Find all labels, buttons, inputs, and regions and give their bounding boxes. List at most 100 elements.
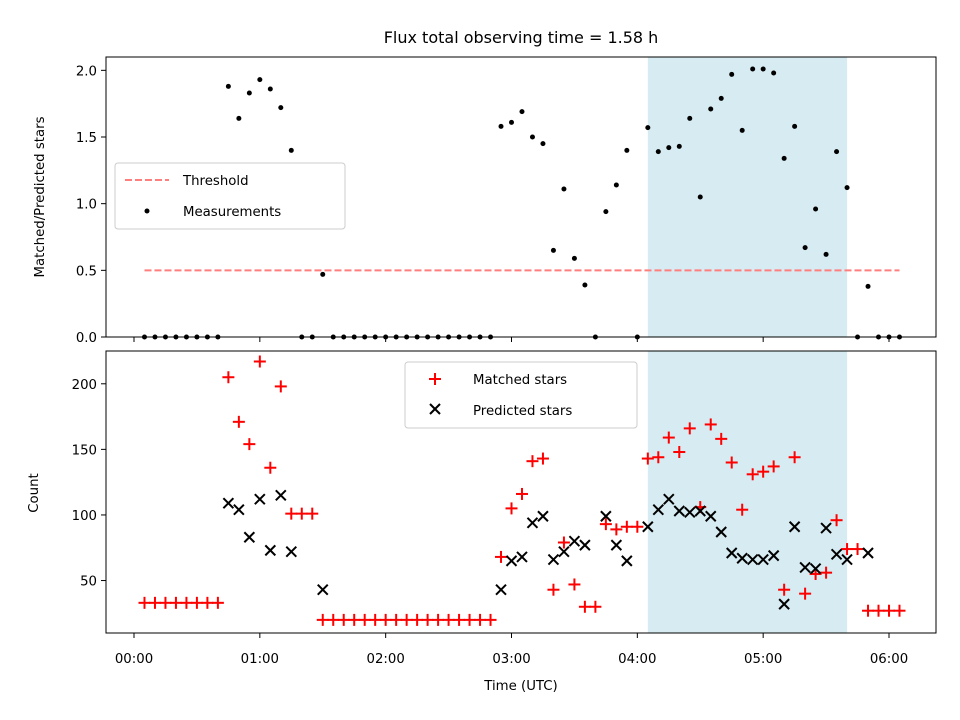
- measurement-point: [771, 70, 777, 76]
- predicted-star-point: [285, 545, 297, 558]
- measurement-point: [676, 143, 682, 149]
- matched-star-point: [232, 415, 245, 428]
- predicted-star-point: [673, 505, 685, 517]
- matched-star-point: [704, 418, 717, 431]
- top-y-tick-label: 1.0: [76, 198, 97, 213]
- predicted-star-point: [317, 584, 329, 596]
- predicted-star-point: [757, 553, 769, 566]
- predicted-star-point: [652, 503, 665, 516]
- matched-star-point: [872, 604, 885, 617]
- matched-star-point: [400, 613, 413, 626]
- matched-star-point: [862, 604, 875, 617]
- measurement-point: [718, 95, 724, 101]
- predicted-star-point: [505, 555, 518, 567]
- bottom-y-tick-label: 150: [72, 443, 97, 458]
- legend-threshold-label: Threshold: [182, 174, 249, 189]
- matched-star-point: [673, 445, 686, 458]
- predicted-star-point: [610, 539, 623, 551]
- matched-star-point: [463, 613, 476, 626]
- bottom-y-tick-label: 50: [80, 575, 97, 590]
- predicted-star-point: [684, 506, 696, 519]
- predicted-star-point: [243, 531, 256, 543]
- matched-star-point: [243, 438, 256, 451]
- matched-star-point: [652, 451, 665, 464]
- matched-star-point: [222, 371, 235, 384]
- top-y-axis-label: Matched/Predicted stars: [33, 116, 48, 277]
- measurement-point: [844, 185, 850, 191]
- top-axes-frame: [105, 56, 937, 338]
- measurement-point: [687, 115, 693, 121]
- measurement-point: [550, 247, 556, 253]
- x-tick-label: 05:00: [744, 652, 782, 667]
- matched-star-point: [274, 380, 287, 393]
- predicted-star-point: [778, 598, 790, 610]
- matched-star-point: [211, 596, 224, 609]
- measurement-point: [529, 134, 535, 140]
- x-tick-label: 04:00: [618, 652, 656, 667]
- matched-star-point: [316, 613, 329, 626]
- measurement-point: [320, 271, 326, 277]
- bottom-axes-frame: [105, 350, 937, 634]
- predicted-star-point: [621, 555, 633, 567]
- predicted-star-point: [862, 547, 874, 559]
- matched-star-point: [159, 596, 172, 609]
- top-legend: Threshold Measurements: [114, 162, 346, 230]
- measurement-point: [760, 66, 766, 72]
- predicted-star-point: [264, 544, 277, 557]
- measurement-point: [624, 147, 630, 153]
- matched-star-point: [264, 461, 277, 474]
- chart-title: Flux total observing time = 1.58 h: [384, 28, 659, 47]
- predicted-star-point: [537, 510, 549, 522]
- top-y-tick-label: 0.5: [76, 264, 97, 279]
- bottom-x-ticks: 00:00 01:00 02:00 03:00 04:00 05:00 06:00: [115, 633, 908, 667]
- matched-star-point: [495, 550, 508, 563]
- predicted-star-point: [705, 510, 717, 522]
- matched-star-point: [484, 613, 497, 626]
- measurement-point: [865, 283, 871, 289]
- predicted-star-point: [788, 521, 801, 533]
- measurement-point: [666, 145, 672, 151]
- bottom-panel: 50 100 150 200 00:00 01:00 02:00 03:00 04:00 05:…: [27, 350, 937, 694]
- predicted-star-point: [642, 521, 654, 533]
- matched-star-point: [830, 514, 843, 527]
- measurement-point: [823, 251, 829, 257]
- x-tick-label: 06:00: [870, 652, 908, 667]
- measurement-point: [813, 206, 819, 212]
- predicted-star-point: [841, 553, 853, 566]
- predicted-star-point: [715, 526, 727, 538]
- matched-star-point: [578, 600, 591, 613]
- legend-predicted-label: Predicted stars: [473, 404, 572, 419]
- bottom-plot-area: [138, 355, 906, 626]
- top-legend-box: [114, 162, 346, 230]
- bottom-y-ticks: 50 100 150 200: [72, 378, 106, 590]
- matched-star-point: [295, 507, 308, 520]
- legend-matched-swatch: [429, 373, 441, 385]
- matched-star-point: [641, 452, 654, 465]
- matched-star-point: [148, 596, 161, 609]
- measurement-point: [645, 125, 651, 131]
- predicted-star-point: [694, 505, 706, 517]
- matched-star-point: [715, 432, 728, 445]
- top-y-tick-label: 1.5: [76, 131, 97, 146]
- predicted-star-point: [275, 489, 287, 501]
- matched-star-point: [390, 613, 403, 626]
- matched-star-point: [379, 613, 392, 626]
- predicted-star-point: [663, 493, 675, 505]
- matched-star-point: [190, 596, 203, 609]
- predicted-star-point: [516, 551, 528, 563]
- matched-star-point: [788, 451, 801, 464]
- matched-star-point: [505, 502, 518, 515]
- measurement-point: [834, 149, 840, 155]
- matched-star-point: [285, 507, 298, 520]
- predicted-star-point: [579, 539, 591, 551]
- matched-star-point: [683, 422, 696, 435]
- predicted-star-point: [222, 497, 235, 509]
- top-y-tick-label: 2.0: [76, 64, 97, 79]
- measurement-point: [781, 155, 787, 161]
- matched-star-point: [526, 455, 539, 468]
- x-axis-label: Time (UTC): [483, 679, 558, 694]
- x-tick-label: 03:00: [492, 652, 530, 667]
- measurement-point: [655, 149, 661, 155]
- predicted-star-point: [254, 493, 266, 505]
- matched-star-point: [841, 543, 854, 556]
